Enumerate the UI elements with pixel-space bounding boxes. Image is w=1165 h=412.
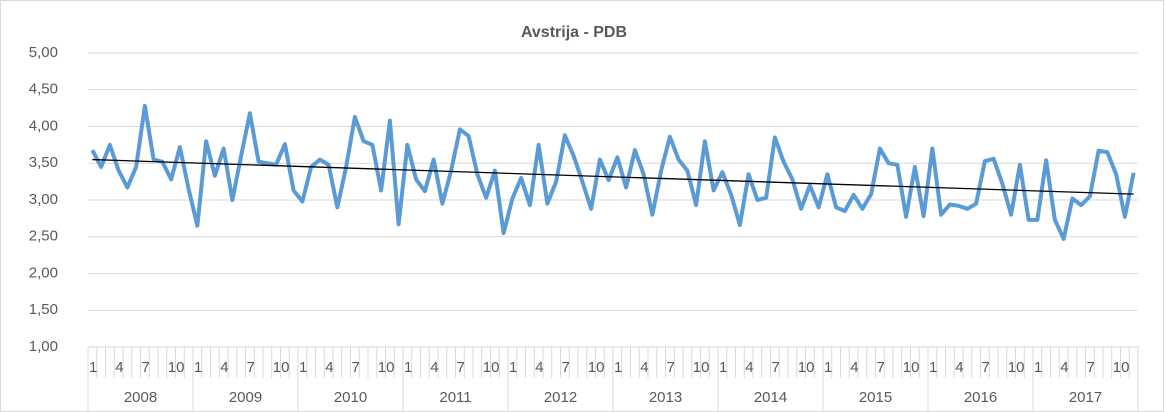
y-tick-label: 5,00 — [29, 44, 58, 61]
y-tick-label: 3,00 — [29, 191, 58, 208]
x-tick-label: 1 — [614, 359, 622, 376]
x-tick-label: 7 — [352, 359, 360, 376]
x-tick-label: 1 — [1034, 359, 1042, 376]
year-label: 2016 — [964, 389, 997, 406]
y-tick-label: 1,50 — [29, 301, 58, 318]
x-tick-label: 1 — [929, 359, 937, 376]
x-tick-label: 10 — [693, 359, 710, 376]
x-tick-label: 10 — [168, 359, 185, 376]
year-label: 2013 — [649, 389, 682, 406]
x-tick-label: 1 — [824, 359, 832, 376]
x-tick-label: 4 — [850, 359, 858, 376]
x-tick-label: 4 — [115, 359, 123, 376]
y-tick-label: 2,50 — [29, 228, 58, 245]
x-tick-label: 1 — [194, 359, 202, 376]
x-tick-label: 4 — [325, 359, 333, 376]
x-tick-label: 4 — [220, 359, 228, 376]
x-tick-label: 7 — [982, 359, 990, 376]
year-label: 2011 — [439, 389, 471, 406]
y-tick-label: 3,50 — [29, 154, 58, 171]
y-tick-label: 4,50 — [29, 81, 58, 98]
x-tick-label: 4 — [745, 359, 753, 376]
year-label: 2008 — [124, 389, 157, 406]
x-tick-label: 10 — [798, 359, 815, 376]
x-tick-label: 10 — [1113, 359, 1130, 376]
year-label: 2015 — [859, 389, 892, 406]
x-tick-label: 7 — [667, 359, 675, 376]
year-label: 2017 — [1069, 389, 1102, 406]
y-tick-label: 1,00 — [29, 338, 58, 355]
x-tick-label: 4 — [955, 359, 963, 376]
chart-title: Avstrija - PDB — [521, 24, 627, 41]
x-tick-label: 10 — [378, 359, 395, 376]
x-tick-label: 4 — [430, 359, 438, 376]
x-tick-label: 4 — [535, 359, 543, 376]
x-tick-label: 1 — [719, 359, 727, 376]
x-tick-label: 7 — [457, 359, 465, 376]
x-tick-label: 10 — [903, 359, 920, 376]
x-tick-label: 10 — [588, 359, 605, 376]
x-tick-label: 7 — [247, 359, 255, 376]
x-tick-label: 10 — [483, 359, 500, 376]
x-tick-label: 1 — [299, 359, 307, 376]
x-tick-label: 7 — [562, 359, 570, 376]
x-tick-label: 7 — [877, 359, 885, 376]
year-label: 2009 — [229, 389, 262, 406]
x-tick-label: 7 — [772, 359, 780, 376]
x-tick-label: 7 — [1087, 359, 1095, 376]
x-tick-label: 4 — [1060, 359, 1068, 376]
x-tick-label: 1 — [404, 359, 412, 376]
x-tick-label: 7 — [142, 359, 150, 376]
x-tick-label: 4 — [640, 359, 648, 376]
year-label: 2010 — [334, 389, 367, 406]
x-tick-label: 1 — [509, 359, 517, 376]
x-tick-label: 10 — [1008, 359, 1025, 376]
trendline — [92, 158, 1134, 195]
year-label: 2012 — [544, 389, 577, 406]
x-tick-label: 1 — [89, 359, 97, 376]
data-line — [90, 103, 1136, 241]
y-tick-label: 2,00 — [29, 264, 58, 281]
year-label: 2014 — [754, 389, 787, 406]
y-tick-label: 4,00 — [29, 117, 58, 134]
x-tick-label: 10 — [273, 359, 290, 376]
